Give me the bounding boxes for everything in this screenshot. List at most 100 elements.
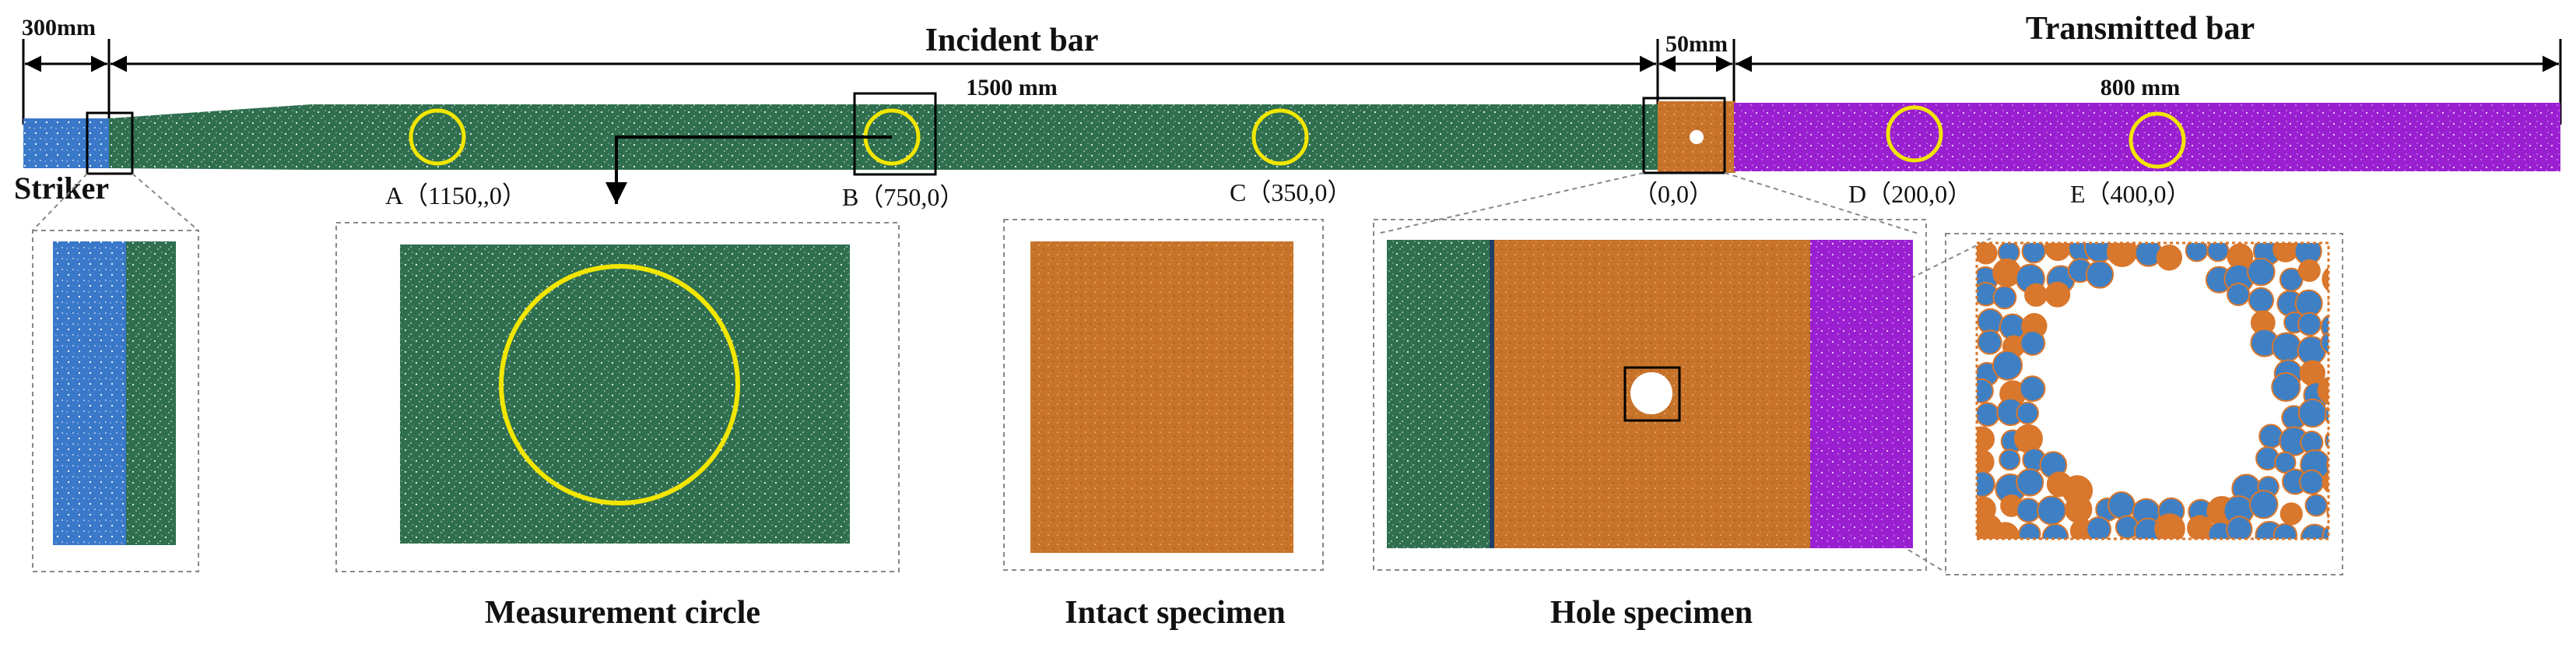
- grain-particle: [2248, 287, 2275, 314]
- grain-particle: [2271, 371, 2301, 403]
- grain-particle: [2154, 513, 2185, 539]
- grain-particle: [2248, 490, 2279, 519]
- grain-particle: [1977, 470, 1995, 498]
- grain-particle: [2085, 260, 2114, 289]
- grain-particle: [1991, 522, 2020, 539]
- incident-bar-taper: [109, 104, 311, 170]
- panel-hole-interface: [1490, 240, 1494, 548]
- grain-particle: [2044, 243, 2072, 262]
- grain-particle: [2271, 332, 2302, 363]
- grain-particle: [2328, 248, 2329, 253]
- grain-particle: [1977, 449, 1995, 475]
- grain-particle: [2304, 494, 2328, 517]
- point-c-label: C（350,0）: [1230, 178, 1352, 206]
- grain-particle: [2326, 505, 2329, 520]
- grain-particle: [2324, 431, 2329, 449]
- grain-particle: [1977, 329, 2002, 355]
- grain-particle: [2258, 424, 2283, 449]
- panel-measurement-bar: [400, 245, 850, 544]
- grain-particle: [1999, 449, 2021, 471]
- grain-particle: [2064, 495, 2093, 523]
- grain-particle: [2044, 281, 2071, 308]
- grain-particle: [2020, 330, 2046, 356]
- grain-particle: [2274, 451, 2297, 474]
- panel-measurement-circle: [499, 264, 740, 505]
- point-a-label: A（1150,,0）: [385, 181, 527, 209]
- grain-particle: [2328, 366, 2329, 369]
- grain-particle: [2247, 257, 2276, 287]
- panel-intact-specimen: [1030, 241, 1293, 553]
- zoom-box-specimen: [1642, 97, 1726, 174]
- dim-incident-label: 1500 mm: [966, 75, 1057, 100]
- grain-particle: [1992, 350, 2023, 381]
- pointer-arrow-b: [605, 135, 892, 204]
- grain-particle: [2326, 456, 2329, 473]
- grain-particle: [2107, 491, 2136, 519]
- panel-hole-zoom-box: [1623, 366, 1681, 422]
- grain-particle: [2106, 243, 2138, 267]
- grain-particle: [2016, 468, 2044, 497]
- grain-particle: [2024, 283, 2048, 307]
- grain-particle: [1977, 243, 1998, 265]
- panel-striker-green: [126, 241, 176, 545]
- caption-measurement-circle: Measurement circle: [485, 595, 760, 631]
- dim-transmitted-label: 800 mm: [2100, 75, 2180, 100]
- dim-striker-label: 300mm: [22, 15, 96, 40]
- grain-particle: [2016, 498, 2041, 523]
- grain-particle: [2016, 401, 2039, 425]
- grain-particle: [2297, 259, 2321, 283]
- grain-particle: [2279, 502, 2303, 526]
- measurement-circle-a: [409, 108, 466, 166]
- grain-particle: [2227, 282, 2251, 307]
- dimension-lines: [22, 39, 2562, 125]
- panel-hole-transmitted-end: [1810, 240, 1913, 548]
- grain-particle: [1977, 378, 1994, 404]
- dim-specimen-label: 50mm: [1665, 31, 1728, 57]
- grain-particle: [2086, 516, 2112, 539]
- caption-hole-specimen: Hole specimen: [1550, 595, 1753, 631]
- grain-particle: [2322, 525, 2329, 539]
- grain-particle: [2156, 245, 2183, 271]
- measurement-circle-d: [1886, 105, 1943, 163]
- grain-particle: [2206, 243, 2230, 262]
- zoom-box-point-b: [853, 92, 937, 176]
- transmitted-bar: [1734, 103, 2560, 171]
- panel-hole-opening: [1630, 372, 1672, 414]
- grain-particle: [2037, 495, 2067, 526]
- bar-assembly: [23, 92, 2560, 176]
- grain-particle: [2018, 522, 2041, 539]
- panel-grain-particles: [1977, 243, 2329, 539]
- point-b-label: B（750,0）: [842, 183, 964, 211]
- grain-particle: [2013, 424, 2043, 453]
- grain-particle: [2320, 331, 2329, 354]
- caption-intact-specimen: Intact specimen: [1065, 595, 1285, 631]
- measurement-circle-c: [1251, 108, 1309, 166]
- grain-particle: [2322, 266, 2329, 292]
- measurement-circle-e: [2129, 111, 2186, 169]
- grain-particle: [2299, 469, 2325, 495]
- grain-particle: [2297, 398, 2328, 428]
- grain-particle: [2272, 523, 2298, 539]
- grain-particle: [2019, 375, 2046, 403]
- zoom-box-striker: [86, 111, 134, 175]
- point-origin-label: （0,0）: [1633, 180, 1714, 208]
- grain-particle: [2041, 523, 2069, 539]
- grain-particle: [2322, 471, 2329, 493]
- incident-bar-title: Incident bar: [925, 23, 1099, 58]
- point-e-label: E（400,0）: [2070, 180, 2192, 208]
- panel-hole-incident-end: [1387, 240, 1490, 548]
- specimen-hole-mark: [1690, 130, 1704, 144]
- striker-bar: [23, 118, 109, 168]
- incident-bar: [311, 104, 1659, 170]
- point-d-label: D（200,0）: [1848, 180, 1972, 208]
- transmitted-bar-title: Transmitted bar: [2026, 11, 2255, 47]
- panel-striker-blue: [53, 241, 126, 545]
- panel-grain-frame: [1945, 233, 2343, 575]
- grain-particle: [1992, 285, 2017, 310]
- grain-particle: [1977, 402, 2000, 427]
- panel-measurement-frame: [335, 222, 900, 572]
- grain-particle: [2317, 376, 2329, 404]
- panel-hole-frame: [1373, 219, 1927, 571]
